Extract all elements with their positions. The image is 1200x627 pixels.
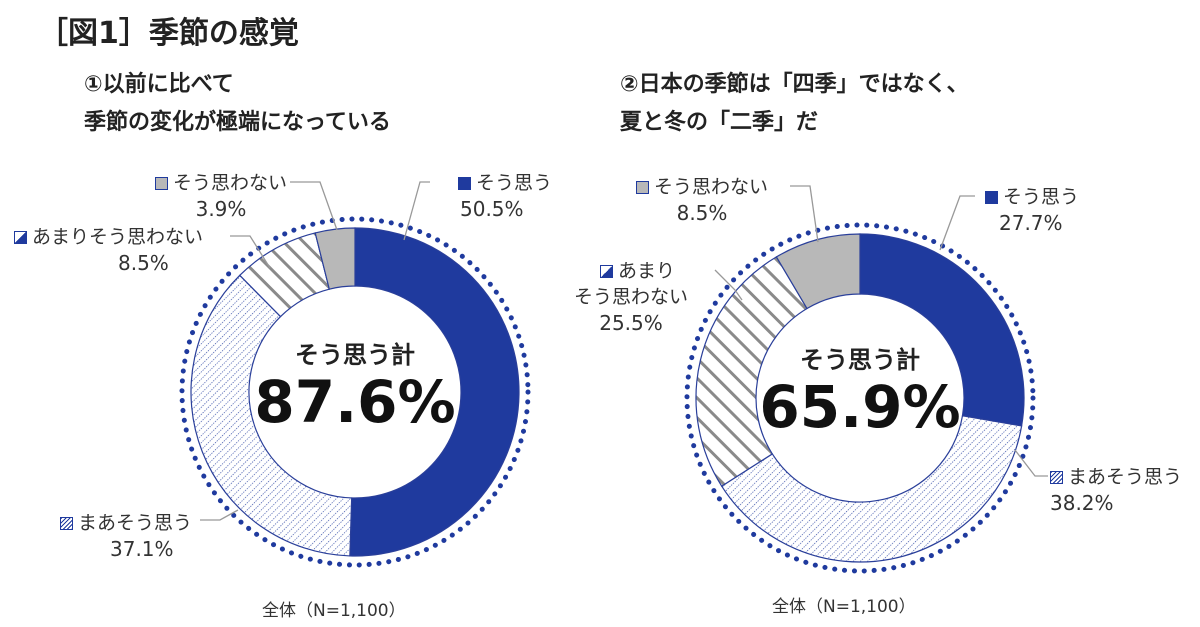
leader-line — [939, 195, 975, 251]
leader-line — [290, 181, 338, 231]
leader-line — [200, 509, 239, 521]
category: そう思わない — [654, 176, 769, 198]
sample-note: 全体（N=1,100） — [772, 597, 916, 617]
label-souomou: そう思う 50.5% — [458, 170, 552, 222]
legend-swatch — [636, 181, 649, 194]
subtitle-line: ①以前に比べて — [84, 72, 234, 97]
value-label: 8.5% — [118, 251, 169, 275]
value-label: 38.2% — [1050, 491, 1114, 515]
sample-note: 全体（N=1,100） — [262, 601, 406, 621]
donut-slice — [314, 227, 356, 290]
legend-swatch — [985, 191, 998, 204]
category: あまりそう思わない — [32, 226, 204, 248]
label-souomowanai: そう思わない 8.5% — [636, 174, 768, 226]
dotted-ring — [179, 216, 531, 568]
value-label: 27.7% — [999, 211, 1063, 235]
value-label: 3.9% — [195, 197, 247, 221]
category: そう思う — [1003, 186, 1080, 208]
label-maa: まあそう思う 37.1% — [60, 510, 192, 562]
center-value: 65.9% — [759, 373, 961, 441]
subtitle-line: ②日本の季節は「四季」ではなく、 — [620, 72, 969, 97]
legend-swatch — [458, 177, 471, 190]
subtitle-line: 夏と冬の「二季」だ — [620, 110, 819, 135]
label-amari: あまり そう思わない 25.5% — [574, 258, 688, 336]
donut-slice — [349, 227, 520, 557]
label-souomou: そう思う 27.7% — [985, 184, 1079, 236]
category: そう思わない — [173, 172, 288, 194]
dotted-ring — [684, 222, 1036, 574]
donut-slice — [775, 233, 861, 310]
center-label: そう思う計 — [800, 346, 920, 374]
category: まあそう思う — [78, 512, 193, 534]
leader-lines — [200, 181, 1048, 521]
donut-slice — [720, 415, 1023, 563]
label-souomowanai: そう思わない 3.9% — [155, 170, 287, 222]
subtitle-line: 季節の変化が極端になっている — [84, 110, 391, 135]
category: そう思う — [476, 172, 553, 194]
center-value: 87.6% — [254, 368, 456, 436]
category: あまり — [618, 260, 676, 282]
legend-swatch — [14, 231, 27, 244]
label-amari: あまりそう思わない 8.5% — [14, 224, 203, 276]
value-label: 50.5% — [460, 197, 524, 221]
leader-line — [1014, 449, 1048, 477]
category: まあそう思う — [1068, 466, 1183, 488]
leader-line — [230, 235, 271, 269]
leader-line — [714, 269, 743, 301]
chart1-subtitle: ①以前に比べて 季節の変化が極端になっている — [84, 66, 391, 142]
value-label: 8.5% — [676, 201, 728, 225]
value-label: 25.5% — [599, 311, 663, 335]
center-label: そう思う計 — [295, 341, 415, 369]
legend-swatch — [155, 177, 168, 190]
donut-slice — [695, 256, 808, 488]
legend-swatch — [1050, 471, 1063, 484]
figure-title: ［図1］季節の感覚 — [38, 16, 299, 51]
value-label: 37.1% — [110, 537, 174, 561]
label-maa: まあそう思う 38.2% — [1050, 464, 1182, 516]
leader-line — [403, 181, 430, 241]
donut-slice — [190, 274, 353, 557]
chart2-subtitle: ②日本の季節は「四季」ではなく、 夏と冬の「二季」だ — [620, 66, 969, 142]
donut-slice — [859, 233, 1025, 427]
category-line2: そう思わない — [574, 286, 689, 308]
leader-line — [790, 185, 819, 243]
legend-swatch — [600, 265, 613, 278]
legend-swatch — [60, 517, 73, 530]
